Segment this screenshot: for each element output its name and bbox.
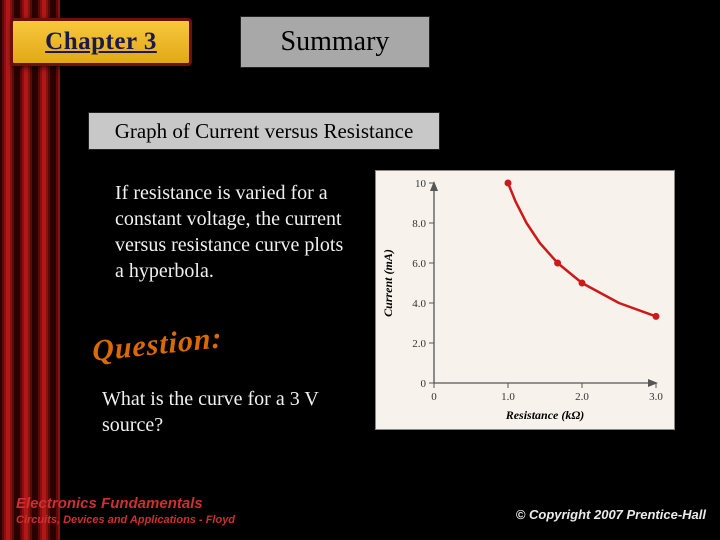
summary-box: Summary: [240, 16, 430, 68]
chapter-badge: Chapter 3: [10, 18, 192, 66]
book-subtitle: Circuits, Devices and Applications - Flo…: [16, 514, 235, 526]
svg-text:Current (mA): Current (mA): [381, 249, 395, 317]
question-label: Question:: [92, 321, 223, 369]
left-stripes: [0, 0, 60, 540]
svg-text:8.0: 8.0: [412, 218, 426, 230]
summary-title: Summary: [281, 26, 390, 58]
subtitle: Graph of Current versus Resistance: [115, 119, 414, 144]
svg-text:2.0: 2.0: [575, 391, 589, 403]
footer-left: Electronics Fundamentals Circuits, Devic…: [16, 495, 235, 526]
body-text: If resistance is varied for a constant v…: [115, 180, 345, 284]
svg-text:1.0: 1.0: [501, 391, 515, 403]
svg-text:10: 10: [415, 178, 427, 190]
question-text: What is the curve for a 3 V source?: [102, 386, 332, 438]
book-title: Electronics Fundamentals: [16, 495, 235, 512]
chart-svg: 0 1.0 2.0 3.0 0 2.0 4.0 6.0 8.0 10 Resistance (kΩ)…: [376, 171, 676, 431]
svg-text:6.0: 6.0: [412, 258, 426, 270]
svg-text:Resistance (kΩ): Resistance (kΩ): [505, 408, 585, 422]
svg-text:2.0: 2.0: [412, 338, 426, 350]
svg-text:0: 0: [431, 391, 437, 403]
svg-text:0: 0: [421, 378, 427, 390]
svg-text:4.0: 4.0: [412, 298, 426, 310]
copyright: © Copyright 2007 Prentice-Hall: [516, 507, 706, 522]
subtitle-box: Graph of Current versus Resistance: [88, 112, 440, 150]
iv-chart: 0 1.0 2.0 3.0 0 2.0 4.0 6.0 8.0 10 Resistance (kΩ)…: [375, 170, 675, 430]
chapter-label: Chapter 3: [45, 28, 157, 56]
svg-text:3.0: 3.0: [649, 391, 663, 403]
